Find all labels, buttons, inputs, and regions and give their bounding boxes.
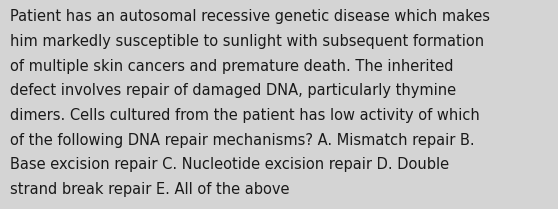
Text: dimers. Cells cultured from the patient has low activity of which: dimers. Cells cultured from the patient …	[10, 108, 480, 123]
Text: Patient has an autosomal recessive genetic disease which makes: Patient has an autosomal recessive genet…	[10, 9, 490, 24]
Text: strand break repair E. All of the above: strand break repair E. All of the above	[10, 182, 290, 197]
Text: him markedly susceptible to sunlight with subsequent formation: him markedly susceptible to sunlight wit…	[10, 34, 484, 49]
Text: defect involves repair of damaged DNA, particularly thymine: defect involves repair of damaged DNA, p…	[10, 83, 456, 98]
Text: of the following DNA repair mechanisms? A. Mismatch repair B.: of the following DNA repair mechanisms? …	[10, 133, 475, 148]
Text: of multiple skin cancers and premature death. The inherited: of multiple skin cancers and premature d…	[10, 59, 454, 74]
Text: Base excision repair C. Nucleotide excision repair D. Double: Base excision repair C. Nucleotide excis…	[10, 157, 449, 172]
